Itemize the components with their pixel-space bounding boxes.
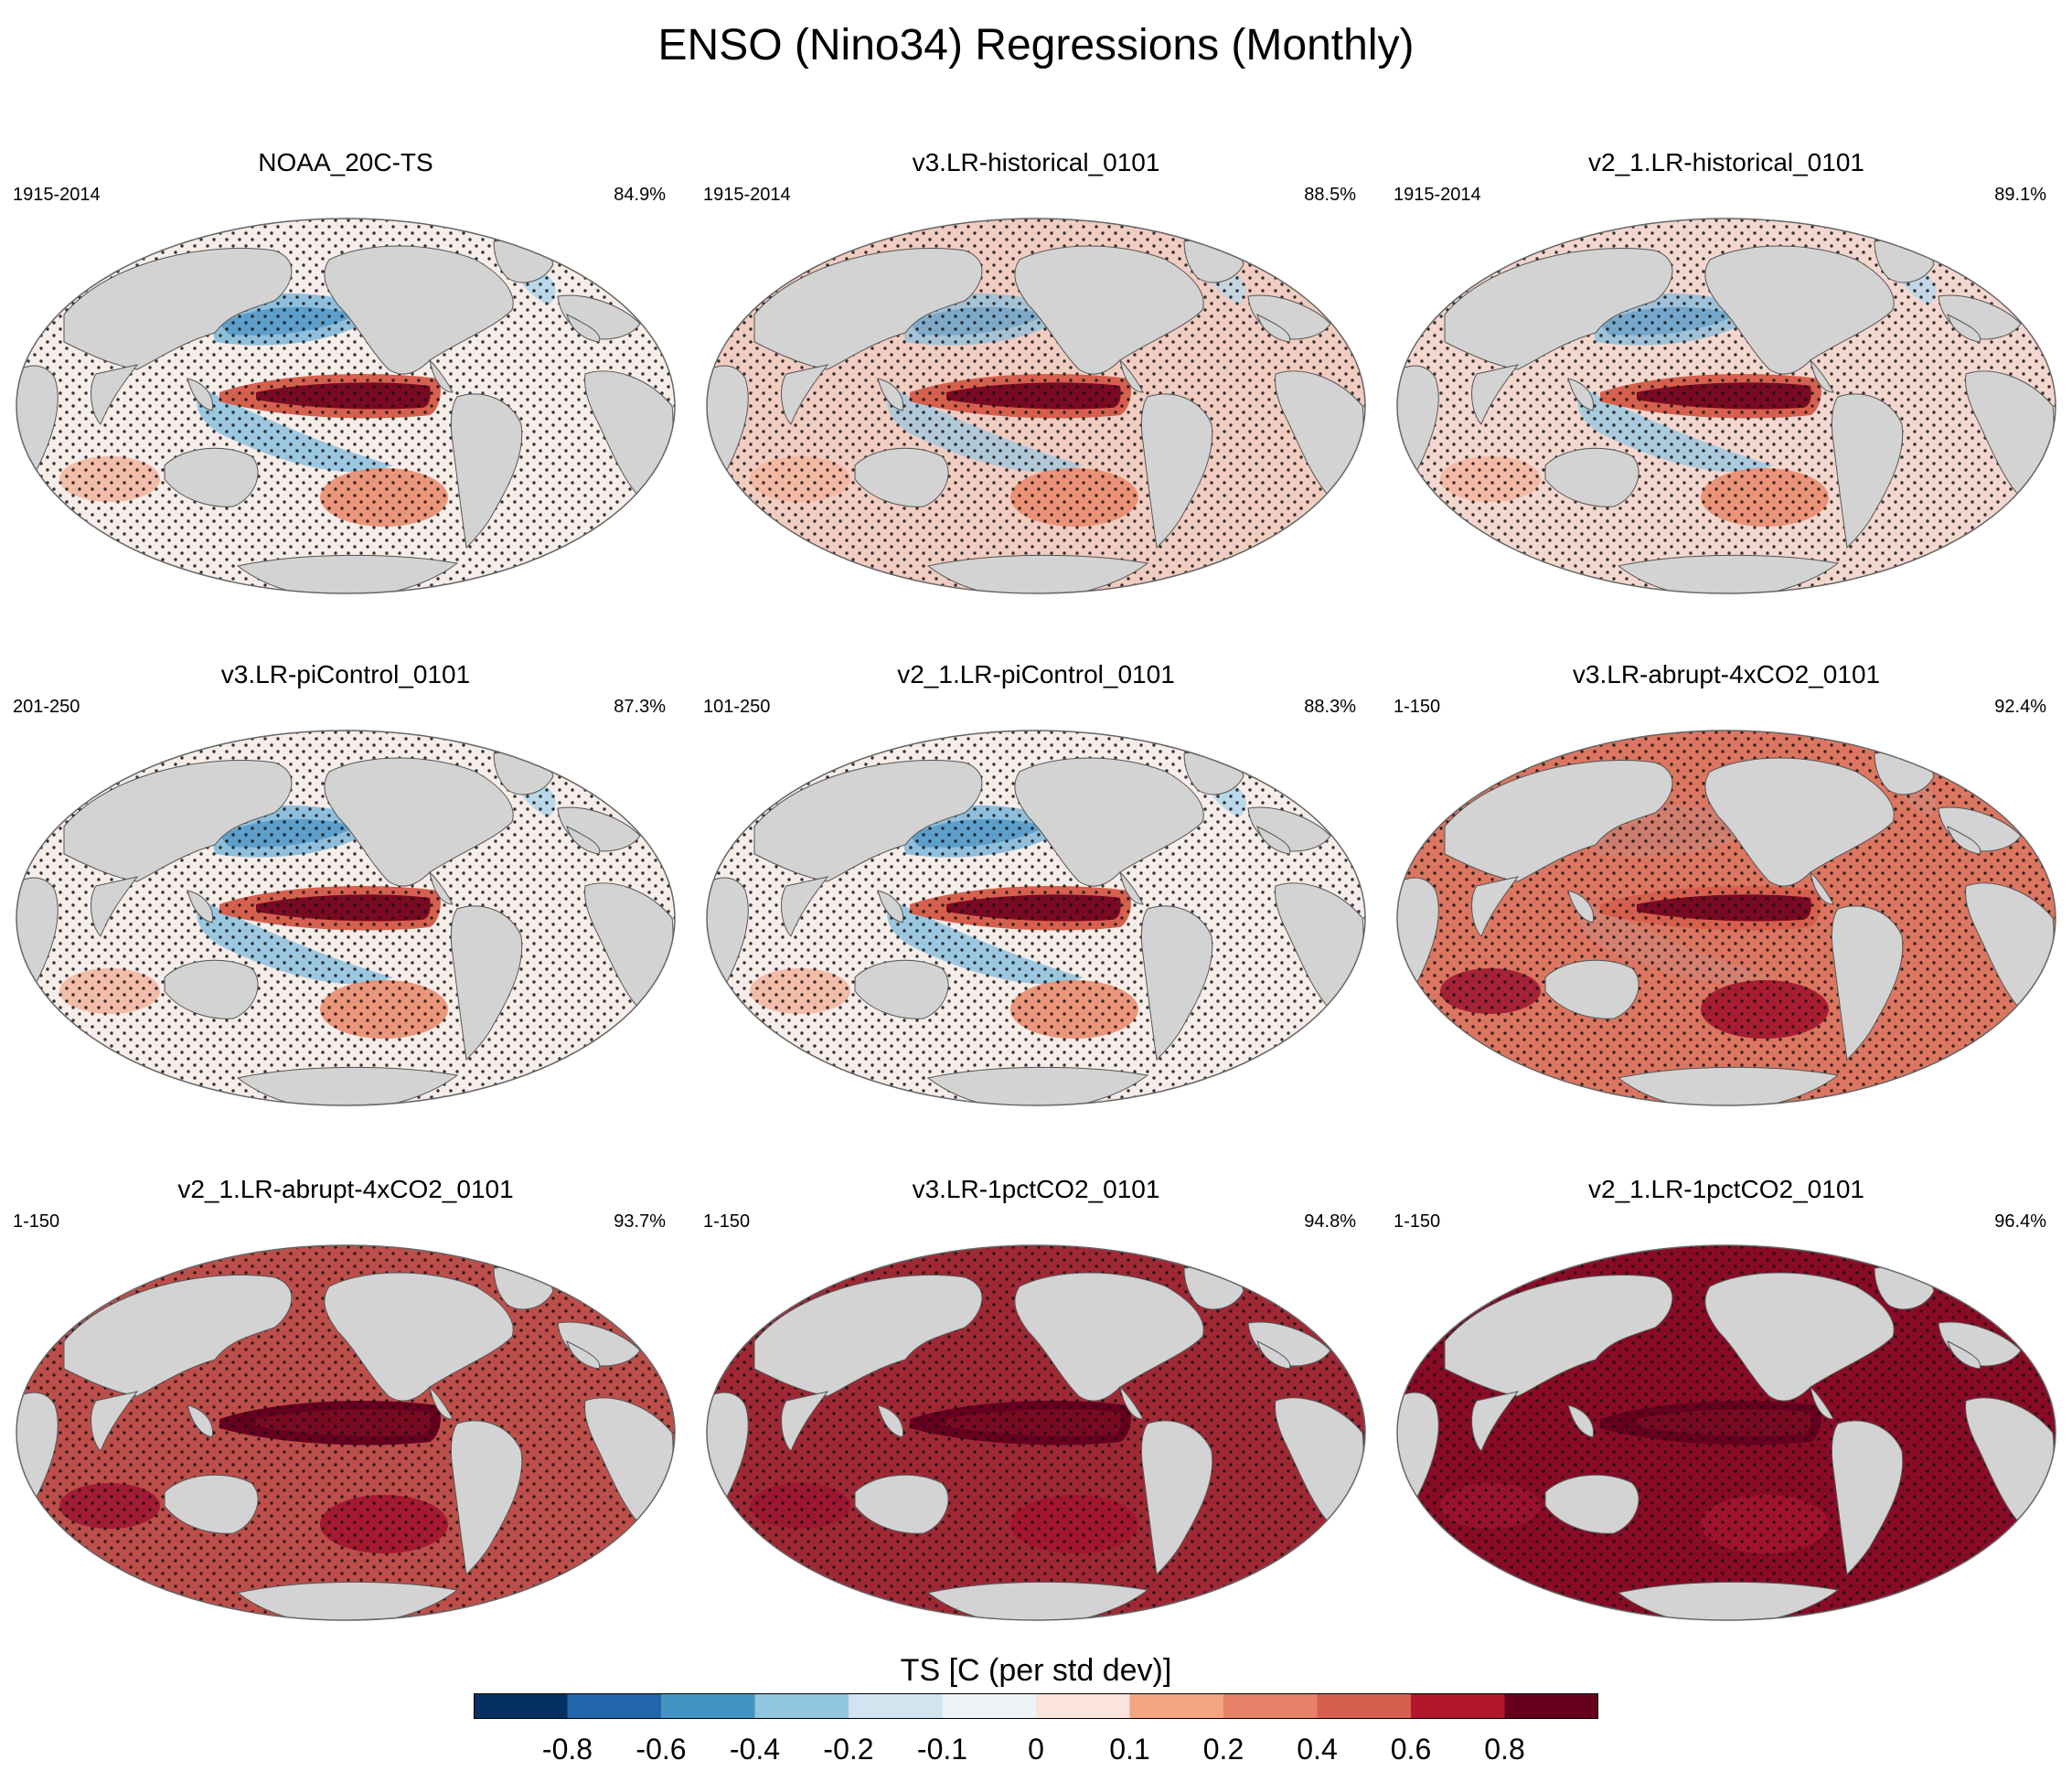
panel-title: NOAA_20C-TS [258, 148, 433, 176]
land-masses [707, 240, 1364, 593]
map-plot [1396, 730, 2056, 1106]
colorbar-segment [1223, 1693, 1318, 1719]
colorbar-segment [567, 1693, 662, 1719]
colorbar-segment [1317, 1693, 1412, 1719]
colorbar-tick-label: -0.8 [541, 1733, 593, 1766]
map-plot [706, 730, 1366, 1106]
colorbar-segment [849, 1693, 943, 1719]
map-panel: v3.LR-historical_0101 1915-2014 88.5% [690, 148, 1382, 605]
colorbar [474, 1693, 1598, 1719]
colorbar-outline [474, 1693, 1598, 1719]
panel-percent: 88.3% [1304, 697, 1356, 717]
map-panel: v2_1.LR-piControl_0101 101-250 88.3% [690, 660, 1382, 1117]
map-plot [1396, 1244, 2056, 1621]
map-border [1396, 218, 2056, 594]
figure-title: ENSO (Nino34) Regressions (Monthly) [657, 21, 1415, 69]
panel-percent: 87.3% [614, 697, 666, 717]
colorbar-segment [661, 1693, 755, 1719]
map-border [1396, 730, 2056, 1106]
map-border [706, 730, 1366, 1106]
land-masses [1397, 240, 2055, 593]
colorbar-tick-label: -0.1 [916, 1733, 968, 1766]
colorbar-tick-label: -0.2 [823, 1733, 874, 1766]
panel-title: v2_1.LR-1pctCO2_0101 [1588, 1175, 1864, 1203]
map-panel: v2_1.LR-historical_0101 1915-2014 89.1% [1381, 148, 2072, 605]
panel-period: 101-250 [703, 697, 771, 717]
panel-title: v3.LR-1pctCO2_0101 [912, 1175, 1160, 1203]
panel-period: 1-150 [1394, 1211, 1441, 1232]
map-plot [1396, 218, 2056, 594]
colorbar-tick-label: 0.1 [1109, 1733, 1150, 1766]
panel-period: 1915-2014 [13, 185, 101, 205]
map-border [1396, 1244, 2056, 1621]
colorbar-tick-label: 0.2 [1202, 1733, 1244, 1766]
colorbar-segment [1129, 1693, 1224, 1719]
panel-percent: 96.4% [1994, 1211, 2046, 1232]
colorbar-tick-label: 0 [1028, 1733, 1044, 1766]
panel-percent: 94.8% [1304, 1211, 1356, 1232]
map-plot [706, 218, 1366, 594]
map-panel: v3.LR-abrupt-4xCO2_0101 1-150 92.4% [1381, 660, 2072, 1117]
colorbar-tick-label: 0.6 [1390, 1733, 1432, 1766]
colorbar-title: TS [C (per std dev)] [900, 1653, 1172, 1688]
panel-title: v2_1.LR-historical_0101 [1588, 148, 1864, 176]
panel-period: 1-150 [13, 1211, 60, 1232]
colorbar-tick-label: 0.4 [1297, 1733, 1338, 1766]
panel-period: 1-150 [1394, 697, 1441, 717]
colorbar-segment [1036, 1693, 1130, 1719]
panel-percent: 92.4% [1994, 697, 2046, 717]
map-border [706, 218, 1366, 594]
land-masses [1397, 752, 2055, 1105]
map-plot [706, 1244, 1366, 1621]
colorbar-tick-label: 0.8 [1484, 1733, 1525, 1766]
colorbar-segment [474, 1693, 568, 1719]
panel-title: v2_1.LR-piControl_0101 [897, 660, 1175, 688]
land-masses [1397, 1266, 2055, 1620]
panel-title: v3.LR-historical_0101 [912, 148, 1160, 176]
panel-percent: 89.1% [1994, 185, 2046, 205]
panel-title: v3.LR-abrupt-4xCO2_0101 [1572, 660, 1881, 688]
colorbar-segment [942, 1693, 1037, 1719]
map-border [16, 218, 676, 594]
colorbar-tick-label: -0.4 [729, 1733, 781, 1766]
map-border [706, 1244, 1366, 1621]
map-panel: v3.LR-piControl_0101 201-250 87.3% [0, 660, 691, 1117]
panel-period: 1915-2014 [703, 185, 791, 205]
panel-title: v3.LR-piControl_0101 [220, 660, 471, 688]
map-plot [16, 1244, 676, 1621]
panel-percent: 88.5% [1304, 185, 1356, 205]
colorbar-segment [754, 1693, 849, 1719]
land-masses [16, 240, 674, 593]
panel-period: 201-250 [13, 697, 80, 717]
map-plot [16, 218, 676, 594]
panel-period: 1915-2014 [1394, 185, 1481, 205]
panel-percent: 84.9% [614, 185, 666, 205]
colorbar-tick-label: -0.6 [635, 1733, 687, 1766]
map-panel: NOAA_20C-TS 1915-2014 84.9% [0, 148, 691, 605]
land-masses [707, 1266, 1364, 1620]
land-masses [707, 752, 1364, 1105]
map-plot [16, 730, 676, 1106]
panel-period: 1-150 [703, 1211, 751, 1232]
map-border [16, 1244, 676, 1621]
map-panel: v2_1.LR-1pctCO2_0101 1-150 96.4% [1381, 1175, 2072, 1632]
panel-title: v2_1.LR-abrupt-4xCO2_0101 [177, 1175, 514, 1203]
colorbar-segment [1411, 1693, 1505, 1719]
colorbar-segment [1504, 1693, 1598, 1719]
map-panel: v3.LR-1pctCO2_0101 1-150 94.8% [690, 1175, 1382, 1632]
map-border [16, 730, 676, 1106]
map-panel: v2_1.LR-abrupt-4xCO2_0101 1-150 93.7% [0, 1175, 691, 1632]
panel-percent: 93.7% [614, 1211, 666, 1232]
land-masses [16, 1266, 674, 1620]
